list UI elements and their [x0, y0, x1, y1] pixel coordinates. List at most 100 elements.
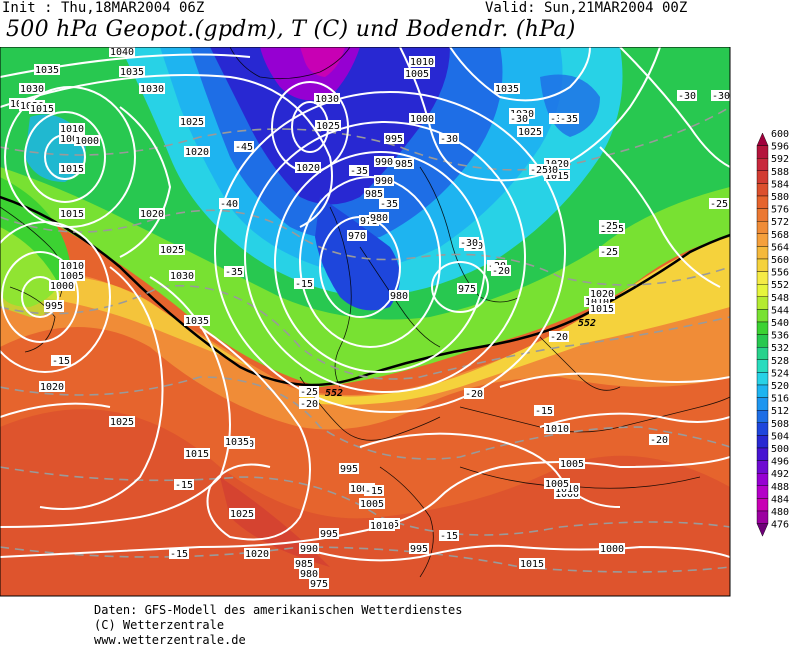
isotherm-label-bg — [649, 434, 669, 445]
colorbar-level-label: 584 — [771, 179, 789, 190]
isotherm-label-bg — [509, 113, 529, 124]
colorbar-level-label: 500 — [771, 444, 789, 455]
isobar-label: 1025 — [230, 509, 254, 520]
isobar-label: 1025 — [160, 245, 184, 256]
isobar-label-bg — [349, 483, 375, 494]
isobar-label: 980 — [300, 569, 318, 580]
isobar-label-bg — [179, 116, 205, 127]
isobar-label-bg — [59, 270, 85, 281]
colorbar-swatch — [756, 271, 769, 285]
colorbar-swatch — [756, 410, 769, 424]
colorbar-level-label: 580 — [771, 192, 789, 203]
colorbar-swatch — [756, 384, 769, 398]
colorbar-level-label: 588 — [771, 167, 789, 178]
colorbar-swatch — [756, 246, 769, 260]
isobar-label-bg — [359, 498, 385, 509]
isotherm-label: -25 — [300, 387, 318, 398]
isobar-label: 1020 — [590, 289, 614, 300]
isobar-label-bg — [39, 381, 65, 392]
isotherm-label-bg — [439, 133, 459, 144]
isobar-label-bg — [244, 548, 270, 559]
isobar-label: 1010 — [60, 124, 84, 135]
isobar-label-bg — [49, 280, 75, 291]
isobar-label: 1000 — [600, 544, 624, 555]
isobar-label-bg — [34, 64, 60, 75]
colorbar-swatch — [756, 258, 769, 272]
isotherm-label: -30 — [460, 238, 478, 249]
isotherm-label-bg — [599, 246, 619, 257]
colorbar-swatch — [756, 510, 769, 524]
isotherm-label: -25 — [710, 199, 728, 210]
isobar-label-bg — [299, 543, 319, 554]
isotherm-label-bg — [299, 398, 319, 409]
isobar-label: 995 — [340, 464, 358, 475]
isobar-label: 1005 — [360, 499, 384, 510]
isobar-label-bg — [559, 458, 585, 469]
colorbar-level-label: 492 — [771, 469, 789, 480]
isotherm-label-bg — [559, 113, 579, 124]
isobar-label: 1010 — [370, 521, 394, 532]
isobar-label-bg — [109, 416, 135, 427]
isotherm-label-bg — [219, 198, 239, 209]
isotherm-label: -40 — [220, 199, 238, 210]
colorbar-swatch — [756, 523, 769, 537]
isobar-label-bg — [229, 508, 255, 519]
isobar-label-bg — [589, 303, 615, 314]
isobar-label-bg — [544, 170, 570, 181]
height-label: 552 — [325, 388, 343, 399]
isobar-label-bg — [457, 283, 477, 294]
isobar-label-bg — [19, 83, 45, 94]
isobar-label: 980 — [370, 213, 388, 224]
isobar-label: 995 — [45, 301, 63, 312]
isobar-label-bg — [139, 83, 165, 94]
colorbar-level-label: 488 — [771, 482, 789, 493]
isobar-label: 1015 — [185, 449, 209, 460]
isobar-label-bg — [599, 543, 625, 554]
isotherm-label: -25 — [600, 247, 618, 258]
isobar-label-bg — [59, 260, 85, 271]
isobar-label: 1005 — [60, 134, 84, 145]
colorbar-level-label: 516 — [771, 394, 789, 405]
isobar-label-bg — [299, 568, 319, 579]
isobar-label: 1000 — [50, 281, 74, 292]
isotherm-label: -30 — [510, 114, 528, 125]
isobar-label: 1030 — [140, 84, 164, 95]
isotherm-label: -15 — [170, 549, 188, 560]
isobar-label-bg — [409, 543, 429, 554]
isobar-label: 1010 — [555, 484, 579, 495]
isobar-label-bg — [339, 463, 359, 474]
isobar-label: 1030 — [20, 84, 44, 95]
colorbar-swatch — [756, 460, 769, 474]
isobar-label: 995 — [385, 134, 403, 145]
isobar-label: 1035 — [185, 316, 209, 327]
isotherm-label: -20 — [300, 399, 318, 410]
colorbar-swatch — [756, 334, 769, 348]
isobar-label-bg — [409, 56, 435, 67]
isotherm-label: -35 — [350, 166, 368, 177]
isobar-label: 1010 — [545, 424, 569, 435]
isotherm-label: -15 — [535, 406, 553, 417]
isotherm-label: -35 — [560, 114, 578, 125]
isobar-label: 1035 — [225, 437, 249, 448]
isobar-label: 1015 — [590, 304, 614, 315]
isobar-label-bg — [315, 120, 341, 131]
isotherm-label-bg — [224, 266, 244, 277]
isobar-label: 995 — [320, 529, 338, 540]
colorbar-swatch — [756, 435, 769, 449]
isobar-label: 1015 — [60, 209, 84, 220]
colorbar-swatch — [756, 183, 769, 197]
colorbar-level-label: 576 — [771, 205, 789, 216]
isobar-label: 985 — [295, 559, 313, 570]
isotherm-label: -15 — [440, 531, 458, 542]
isobar-label: 1000 — [555, 489, 579, 500]
isotherm-label-bg — [534, 405, 554, 416]
isobar-label-bg — [404, 68, 430, 79]
colorbar-swatch — [756, 208, 769, 222]
isobar-label-bg — [159, 244, 185, 255]
isobar-label-bg — [294, 558, 314, 569]
isotherm-label: -20 — [650, 435, 668, 446]
isobar-label: 1010 — [410, 57, 434, 68]
isotherm-label: -20 — [550, 332, 568, 343]
isobar-label-bg — [59, 133, 85, 144]
isobar-label: 1020 — [185, 147, 209, 158]
